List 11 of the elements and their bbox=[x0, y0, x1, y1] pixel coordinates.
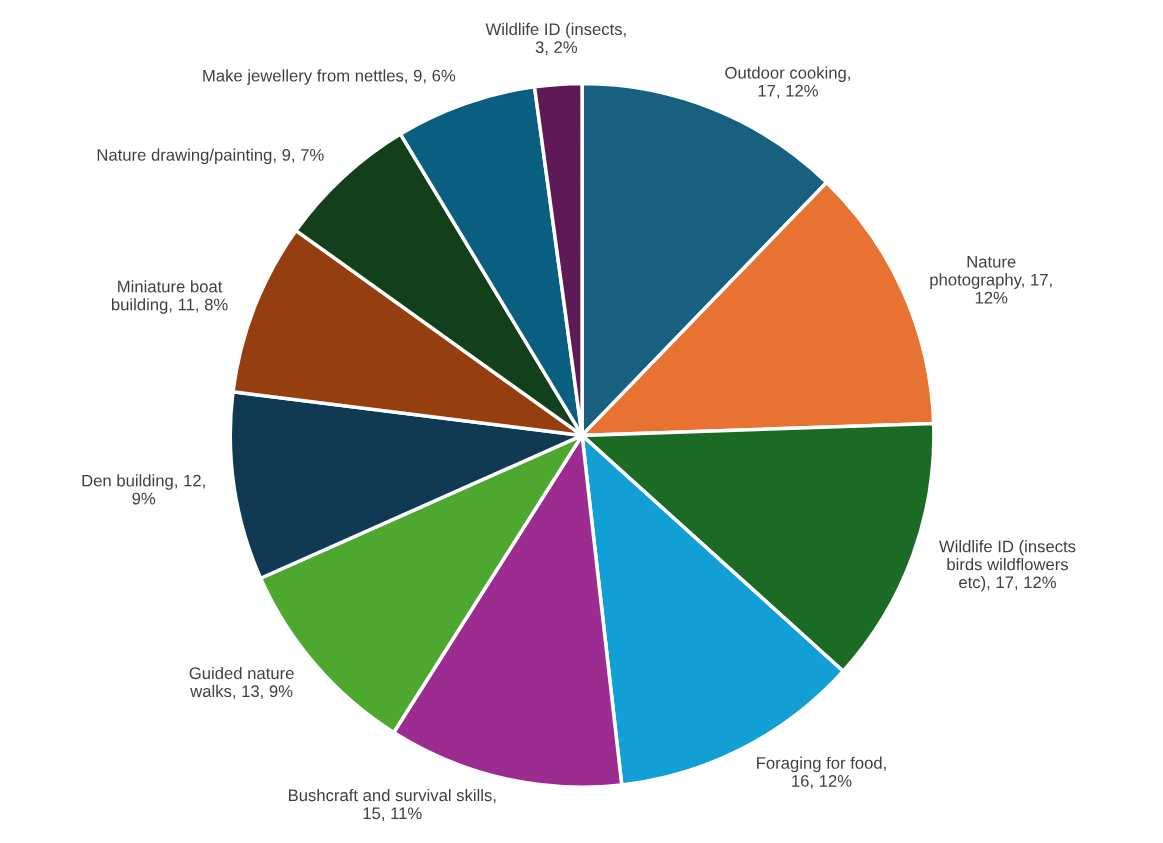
slice-label: Bushcraft and survival skills, 15, 11% bbox=[288, 788, 496, 822]
slice-label: Outdoor cooking, 17, 12% bbox=[725, 66, 850, 99]
slice-label: Foraging for food, 16, 12% bbox=[757, 756, 886, 789]
slice-label: Den building, 12, 9% bbox=[82, 474, 205, 505]
slice-label: Wildlife ID (insects, 3, 2% bbox=[485, 22, 626, 55]
slice-label: Miniature boat building, 11, 8% bbox=[111, 280, 228, 314]
slice-label: Nature drawing/painting, 9, 7% bbox=[97, 148, 324, 165]
slice-label: Wildlife ID (insects birds wildflowers etc), 17, 12% bbox=[939, 540, 1076, 592]
slice-label: Nature photography, 17, 12% bbox=[930, 256, 1052, 304]
slice-label: Make jewellery from nettles, 9, 6% bbox=[203, 69, 456, 85]
slice-label: Guided nature walks, 13, 9% bbox=[189, 666, 294, 700]
